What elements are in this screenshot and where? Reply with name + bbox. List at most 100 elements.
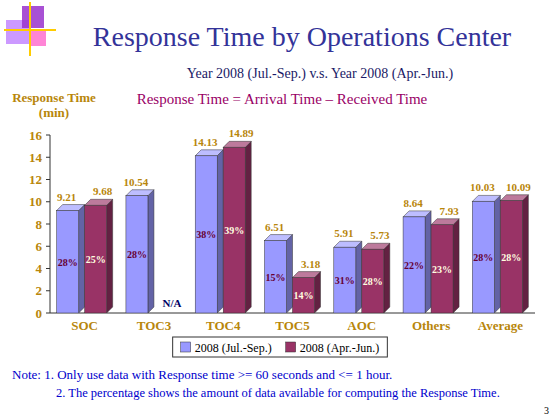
subtitle: Year 2008 (Jul.-Sep.) v.s. Year 2008 (Ap… (187, 66, 454, 82)
legend-swatch (181, 342, 191, 352)
available-label: 15% (266, 272, 286, 283)
y-tick (46, 268, 50, 269)
bar (431, 225, 453, 313)
available-label: 31% (335, 275, 355, 286)
y-tick-label: 14 (29, 150, 43, 165)
bar-top (85, 199, 113, 205)
available-label: 28% (363, 276, 383, 287)
y-tick-label: 2 (36, 283, 43, 298)
bar-side (287, 235, 293, 313)
bar-top (403, 211, 431, 217)
bar-top (265, 235, 293, 241)
note: Note: 1. Only use data with Response tim… (12, 367, 392, 382)
y-tick-label: 16 (29, 128, 43, 143)
data-label: 10.09 (506, 181, 531, 193)
bar-top (334, 241, 362, 247)
bar-side (315, 272, 321, 313)
bar-top (293, 272, 321, 278)
bar-side (425, 211, 431, 313)
x-tick-label: TOC5 (275, 318, 310, 333)
y-tick (46, 246, 50, 247)
data-label: 3.18 (301, 258, 321, 270)
bar (85, 205, 107, 313)
y-tick-label: 12 (29, 172, 42, 187)
bar-top (362, 243, 390, 249)
bar (472, 201, 494, 313)
data-label: 14.89 (229, 127, 254, 139)
labels: SOCTOC3TOC4TOC5AOCOthersAverage9.2128%10… (57, 127, 531, 333)
bar (334, 247, 356, 313)
data-label: N/A (162, 297, 181, 309)
x-tick-label: Others (412, 318, 450, 333)
bars (57, 141, 529, 313)
available-label: 25% (86, 254, 106, 265)
data-label: 7.93 (439, 205, 459, 217)
bar-top (126, 190, 154, 196)
bar (403, 217, 425, 313)
y-tick (46, 157, 50, 158)
y-tick (46, 179, 50, 180)
data-label: 10.54 (124, 176, 149, 188)
available-label: 28% (501, 252, 521, 263)
y-tick (46, 313, 50, 314)
bar (265, 241, 287, 313)
bar-side (107, 199, 113, 313)
y-tick (46, 135, 50, 136)
logo-line (29, 2, 31, 56)
data-label: 5.73 (370, 229, 390, 241)
bar (195, 156, 217, 313)
page-number: 3 (544, 405, 549, 416)
available-label: 28% (127, 249, 147, 260)
y-tick (46, 290, 50, 291)
y-tick (46, 224, 50, 225)
bar-side (245, 141, 251, 313)
bar (126, 196, 148, 313)
available-label: 28% (58, 257, 78, 268)
legend-swatch (286, 342, 296, 352)
bar (223, 147, 245, 313)
data-label: 5.91 (334, 227, 353, 239)
x-tick-label: Average (478, 318, 523, 333)
x-tick-label: AOC (347, 318, 376, 333)
title: Response Time by Operations Center (93, 21, 512, 52)
y-tick-label: 10 (29, 194, 42, 209)
available-label: 22% (404, 260, 424, 271)
y-tick-label: 4 (36, 261, 43, 276)
bar (500, 201, 522, 313)
y-tick-label: 0 (36, 306, 43, 321)
data-label: 9.68 (93, 185, 113, 197)
logo (4, 2, 56, 56)
bar (57, 211, 79, 313)
bar-top (431, 219, 459, 225)
bar-top (57, 205, 85, 211)
bar-side (148, 190, 154, 313)
y-axis-title: Response Time (min) (2, 90, 106, 120)
legend: 2008 (Jul.-Sep.)2008 (Apr.-Jun.) (173, 337, 388, 357)
bar-side (217, 150, 223, 313)
available-label: 28% (473, 252, 493, 263)
y-tick-label: 6 (36, 239, 43, 254)
formula: Response Time = Arrival Time – Received … (137, 91, 428, 107)
logo-square (22, 6, 44, 28)
available-label: 14% (294, 290, 314, 301)
note: 2. The percentage shows the amount of da… (56, 386, 500, 400)
data-label: 6.51 (265, 221, 284, 233)
chart: Response Time by Operations Center Year 2… (0, 0, 560, 420)
bar-top (500, 195, 528, 201)
bar-side (384, 243, 390, 313)
data-label: 14.13 (193, 136, 218, 148)
legend-box (173, 337, 388, 357)
available-label: 38% (196, 229, 216, 240)
data-label: 9.21 (57, 191, 76, 203)
bar-side (494, 195, 500, 313)
x-tick-label: TOC3 (137, 318, 172, 333)
bar-top (472, 195, 500, 201)
available-label: 39% (224, 225, 244, 236)
bar (293, 278, 315, 313)
data-label: 8.64 (403, 197, 423, 209)
legend-label: 2008 (Jul.-Sep.) (195, 341, 272, 355)
data-label: 10.03 (470, 181, 495, 193)
x-tick-label: TOC4 (206, 318, 241, 333)
bar (362, 249, 384, 313)
y-tick (46, 201, 50, 202)
